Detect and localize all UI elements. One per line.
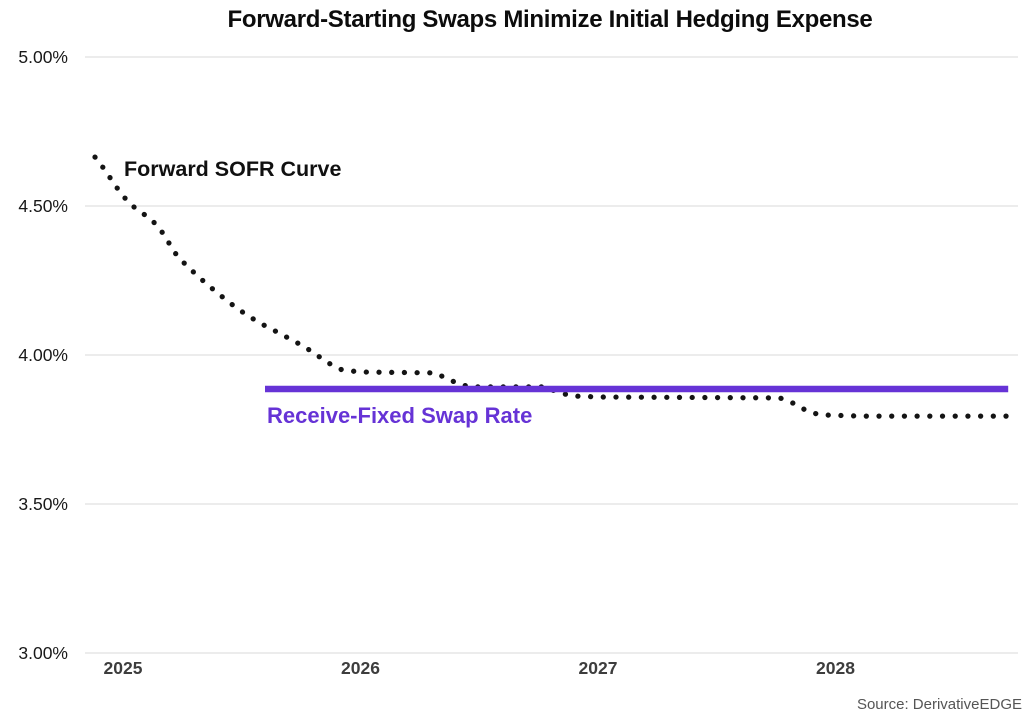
forward-sofr-curve [92, 154, 1013, 419]
forward-sofr-curve-label: Forward SOFR Curve [124, 157, 342, 181]
y-tick-label: 3.50% [18, 494, 68, 514]
y-tick-label: 3.00% [18, 643, 68, 663]
y-tick-label: 5.00% [18, 47, 68, 67]
chart-title: Forward-Starting Swaps Minimize Initial … [227, 6, 873, 33]
x-tick-label: 2027 [578, 658, 618, 678]
receive-fixed-swap-rate-label: Receive-Fixed Swap Rate [267, 403, 533, 428]
y-tick-label: 4.50% [18, 196, 68, 216]
x-tick-label: 2028 [816, 658, 855, 678]
source-credit: Source: DerivativeEDGE [856, 696, 1022, 713]
x-tick-label: 2026 [341, 658, 380, 678]
y-tick-label: 4.00% [18, 345, 68, 365]
x-tick-label: 2025 [103, 658, 143, 678]
